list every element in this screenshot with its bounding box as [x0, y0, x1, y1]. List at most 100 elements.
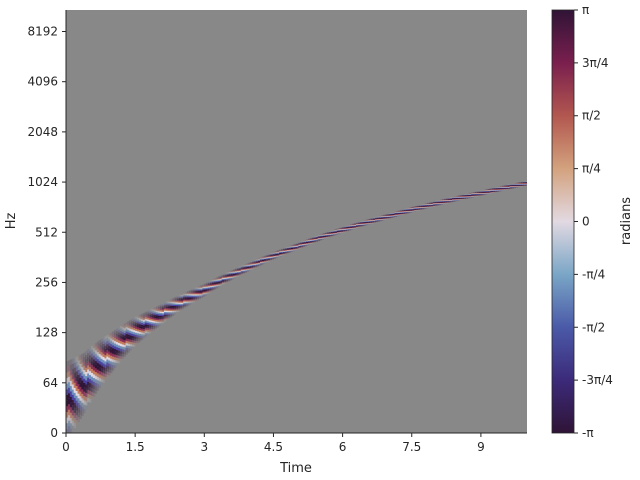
ridge-cell: [271, 256, 274, 257]
ridge-cell: [281, 254, 284, 256]
ridge-cell: [482, 193, 486, 194]
ridge-cell: [298, 244, 301, 246]
ridge-cell: [288, 252, 292, 253]
ridge-cell: [89, 387, 92, 391]
ridge-cell: [432, 203, 436, 205]
ridge-cell: [246, 269, 249, 271]
ridge-cell: [92, 389, 96, 393]
ridge-cell: [127, 341, 130, 344]
ridge-cell: [108, 357, 111, 361]
ridge-cell: [331, 232, 334, 233]
ridge-cell: [135, 334, 138, 337]
ridge-cell: [98, 357, 101, 361]
ridge-cell: [361, 223, 365, 224]
ridge-cell: [127, 327, 130, 331]
ridge-cell: [236, 268, 240, 270]
ridge-cell: [459, 197, 463, 199]
ridge-cell: [354, 224, 357, 226]
ridge-cell: [106, 368, 109, 372]
ridge-cell: [75, 395, 78, 401]
ridge-cell: [238, 275, 242, 276]
ridge-cell: [277, 255, 280, 257]
ridge-cell: [375, 221, 378, 223]
ridge-cell: [83, 374, 86, 379]
ridge-cell: [171, 298, 174, 300]
ridge-cell: [260, 259, 263, 261]
ridge-cell: [150, 328, 153, 331]
ridge-cell: [146, 326, 149, 329]
ridge-cell: [300, 246, 303, 248]
ridge-cell: [473, 195, 476, 196]
ridge-cell: [469, 194, 472, 196]
ridge-cell: [125, 352, 128, 355]
ridge-cell: [90, 361, 94, 366]
ridge-cell: [342, 231, 345, 233]
ridge-cell: [411, 208, 415, 209]
ridge-cell: [505, 186, 509, 187]
ridge-cell: [356, 227, 359, 228]
ridge-cell: [275, 254, 278, 256]
ridge-cell: [417, 207, 420, 208]
ridge-cell: [73, 367, 76, 373]
ridge-cell: [112, 336, 115, 340]
ridge-cell: [405, 210, 409, 211]
ridge-cell: [334, 233, 338, 235]
ridge-cell: [108, 342, 111, 346]
ridge-cell: [219, 283, 222, 285]
ridge-cell: [144, 326, 148, 328]
ridge-cell: [454, 199, 457, 200]
ridge-cell: [454, 200, 457, 202]
ridge-cell: [359, 223, 363, 224]
ridge-cell: [217, 282, 221, 284]
ridge-cell: [348, 228, 351, 229]
ridge-cell: [492, 189, 495, 190]
ridge-cell: [77, 417, 80, 422]
ridge-cell: [494, 187, 497, 189]
ridge-cell: [87, 389, 90, 394]
ridge-cell: [434, 204, 438, 206]
ridge-cell: [494, 191, 497, 193]
ridge-cell: [83, 352, 86, 358]
ridge-cell: [304, 244, 307, 246]
ridge-cell: [248, 268, 251, 270]
ridge-cell: [317, 234, 320, 236]
ridge-cell: [404, 209, 407, 211]
ridge-cell: [356, 226, 359, 227]
ridge-cell: [267, 257, 271, 259]
ridge-cell: [221, 279, 224, 280]
ridge-cell: [148, 311, 151, 314]
ridge-cell: [415, 205, 418, 207]
ridge-cell: [503, 185, 507, 187]
ridge-cell: [319, 239, 322, 240]
ridge-cell: [346, 229, 349, 231]
ridge-cell: [81, 353, 84, 359]
ridge-cell: [336, 232, 340, 233]
ridge-cell: [121, 344, 125, 347]
plot-area: [65, 10, 527, 434]
ridge-cell: [121, 356, 125, 359]
ridge-cell: [519, 183, 522, 185]
ridge-cell: [409, 210, 413, 212]
ridge-cell: [313, 238, 317, 239]
ridge-cell: [79, 364, 82, 369]
ridge-cell: [213, 288, 217, 289]
ridge-cell: [190, 293, 194, 295]
ridge-cell: [242, 266, 246, 267]
ridge-cell: [223, 279, 226, 281]
ridge-cell: [142, 320, 146, 322]
ridge-cell: [438, 202, 441, 203]
ridge-cell: [392, 215, 395, 217]
ridge-cell: [473, 194, 476, 195]
ridge-cell: [354, 223, 357, 224]
ridge-cell: [217, 286, 221, 288]
ridge-cell: [373, 217, 376, 218]
ridge-cell: [211, 281, 215, 283]
ridge-cell: [417, 207, 420, 209]
y-tick-label: 2048: [27, 125, 58, 139]
ridge-cell: [473, 192, 476, 193]
ridge-cell: [227, 276, 230, 278]
ridge-cell: [394, 211, 397, 213]
ridge-cell: [448, 197, 451, 199]
ridge-cell: [427, 206, 430, 208]
ridge-cell: [260, 257, 263, 258]
